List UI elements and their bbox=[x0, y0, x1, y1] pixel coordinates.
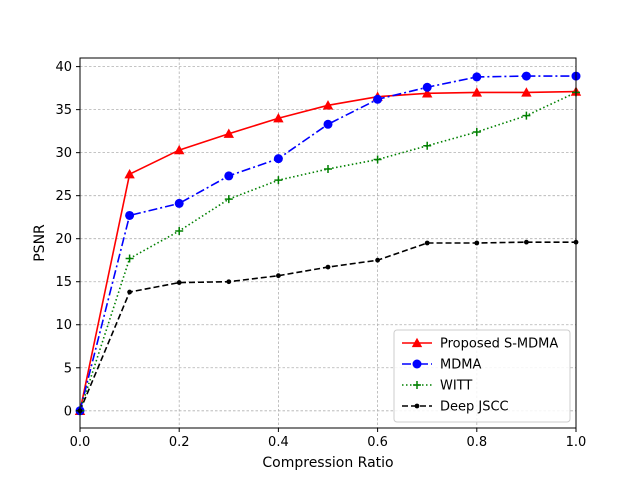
x-axis-label: Compression Ratio bbox=[262, 455, 393, 471]
series-3-point bbox=[127, 289, 132, 295]
x-tick-label: 0.2 bbox=[169, 435, 190, 450]
series-2-point bbox=[324, 165, 332, 173]
y-tick-label: 15 bbox=[55, 275, 72, 290]
x-tick-label: 0.0 bbox=[70, 435, 91, 450]
y-axis-label: PSNR bbox=[32, 224, 48, 262]
y-tick-label: 20 bbox=[55, 232, 72, 247]
series-3-point bbox=[375, 257, 380, 263]
series-3-point bbox=[474, 240, 480, 246]
series-3-point bbox=[424, 240, 430, 246]
series-1-point bbox=[422, 82, 432, 92]
series-2-point bbox=[175, 226, 184, 235]
series-2-point bbox=[522, 111, 531, 120]
y-tick-label: 25 bbox=[55, 189, 72, 204]
y-axis-ticks: 0 5 10 15 20 25 30 35 40 bbox=[55, 60, 80, 419]
series-0-point bbox=[422, 88, 433, 98]
series-1-point bbox=[323, 119, 333, 129]
legend-marker-1 bbox=[412, 359, 422, 369]
legend-marker-0 bbox=[411, 337, 423, 348]
series-3-point bbox=[176, 280, 182, 285]
series-0-point bbox=[174, 144, 185, 155]
series-3-point bbox=[325, 264, 331, 270]
series-3-point bbox=[524, 239, 529, 245]
plot-frame bbox=[79, 57, 577, 429]
legend-label: MDMA bbox=[440, 358, 481, 373]
series-1-point bbox=[174, 198, 184, 208]
legend-box bbox=[393, 329, 571, 423]
legend: Proposed S-MDMA MDMA WITT Deep JSCC bbox=[393, 329, 571, 423]
x-axis-ticks: 0.0 0.2 0.4 0.6 0.8 1.0 bbox=[70, 428, 587, 450]
series-1-point bbox=[125, 210, 135, 220]
series-1-point bbox=[224, 171, 234, 181]
grid-lines bbox=[79, 58, 577, 428]
x-tick-label: 0.8 bbox=[466, 435, 487, 450]
series-1-point bbox=[273, 154, 283, 164]
series-0-point bbox=[223, 128, 234, 138]
series-1-point bbox=[472, 72, 482, 82]
series-2-point bbox=[373, 155, 382, 164]
series-1-point bbox=[521, 71, 531, 81]
legend-marker-3 bbox=[414, 403, 420, 409]
x-tick-label: 1.0 bbox=[566, 435, 587, 450]
series-line-1 bbox=[79, 75, 576, 411]
series-0-point bbox=[273, 113, 284, 123]
series-3-point bbox=[226, 279, 232, 285]
x-tick-label: 0.4 bbox=[268, 435, 289, 450]
series-2-point bbox=[125, 254, 134, 263]
x-tick-label: 0.6 bbox=[367, 435, 388, 450]
series-0-point bbox=[124, 168, 135, 179]
legend-label: Proposed S-MDMA bbox=[440, 337, 558, 352]
y-tick-label: 40 bbox=[55, 60, 72, 75]
series-1-point bbox=[373, 94, 383, 104]
series-0-point bbox=[322, 100, 334, 110]
series-2-point bbox=[274, 176, 283, 185]
y-tick-label: 10 bbox=[55, 318, 72, 333]
series-3-point bbox=[276, 273, 281, 279]
y-tick-label: 5 bbox=[64, 361, 72, 376]
series-2-point bbox=[423, 141, 432, 150]
series-0-point bbox=[521, 87, 532, 97]
y-tick-label: 30 bbox=[55, 146, 72, 161]
y-tick-label: 35 bbox=[55, 103, 72, 118]
series-0-point bbox=[471, 87, 482, 97]
legend-label: WITT bbox=[440, 379, 472, 394]
legend-label: Deep JSCC bbox=[440, 400, 509, 415]
legend-marker-2 bbox=[413, 381, 421, 389]
series-2-point bbox=[224, 195, 233, 204]
series-2-point bbox=[472, 128, 481, 136]
y-tick-label: 0 bbox=[64, 404, 72, 419]
